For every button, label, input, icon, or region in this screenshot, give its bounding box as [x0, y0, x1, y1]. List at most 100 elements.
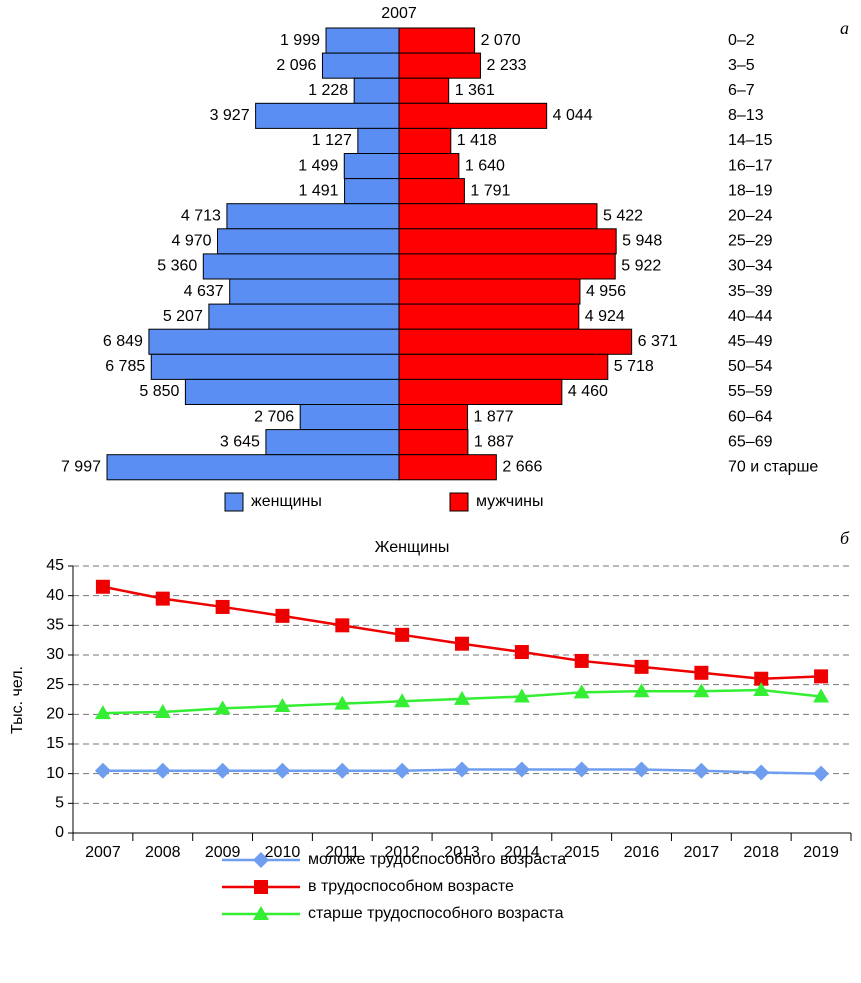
data-point — [754, 671, 769, 686]
data-point — [634, 659, 649, 674]
panel-label: а — [840, 18, 849, 38]
value-label: 2 706 — [254, 408, 294, 425]
value-label: 1 791 — [470, 182, 510, 199]
value-label: 2 070 — [481, 32, 521, 49]
y-tick-label: 40 — [46, 587, 64, 604]
bar — [398, 228, 617, 255]
value-label: 4 044 — [553, 107, 593, 124]
legend-marker — [253, 852, 269, 868]
value-label: 4 637 — [184, 283, 224, 300]
bar — [398, 378, 563, 405]
bar — [398, 429, 469, 456]
data-point — [334, 762, 351, 779]
x-tick-label: 2015 — [564, 844, 600, 861]
y-axis-label: Тыс. чел. — [9, 666, 26, 734]
data-point — [94, 705, 111, 720]
value-label: 4 956 — [586, 283, 626, 300]
bar — [321, 52, 400, 79]
data-point — [335, 618, 350, 633]
age-label: 65–69 — [728, 433, 773, 450]
value-label: 5 360 — [157, 258, 197, 275]
bar — [344, 178, 400, 205]
age-label: 40–44 — [728, 308, 773, 325]
value-label: 1 999 — [280, 32, 320, 49]
bar — [184, 378, 400, 405]
bar — [343, 153, 400, 180]
age-label: 6–7 — [728, 82, 755, 99]
value-label: 4 460 — [568, 383, 608, 400]
y-tick-label: 25 — [46, 676, 64, 693]
age-label: 8–13 — [728, 107, 764, 124]
value-label: 1 361 — [455, 82, 495, 99]
data-point — [274, 762, 291, 779]
age-label: 35–39 — [728, 283, 773, 300]
data-point — [454, 690, 470, 705]
value-label: 5 948 — [622, 233, 662, 250]
value-label: 4 713 — [181, 207, 221, 224]
data-point — [455, 636, 469, 651]
age-label: 45–49 — [728, 333, 773, 350]
data-point — [813, 688, 830, 703]
bar — [398, 328, 633, 355]
bar — [229, 278, 400, 305]
value-label: 6 849 — [103, 333, 143, 350]
data-point — [633, 761, 650, 778]
bar — [398, 353, 609, 380]
bar — [357, 127, 400, 154]
legend-label: мужчины — [476, 493, 544, 510]
x-tick-label: 2016 — [624, 844, 660, 861]
y-tick-label: 45 — [46, 557, 64, 574]
legend-swatch — [449, 492, 469, 512]
bar — [217, 228, 400, 255]
panel-label: б — [840, 528, 850, 548]
legend-label: старше трудоспособного возраста — [308, 905, 564, 922]
data-point — [814, 669, 829, 684]
bar — [398, 178, 465, 205]
age-label: 20–24 — [728, 207, 773, 224]
data-point — [94, 762, 111, 779]
data-point — [513, 761, 530, 778]
bar — [398, 253, 616, 280]
data-point — [274, 698, 291, 713]
bar — [398, 203, 598, 230]
value-label: 6 371 — [638, 333, 678, 350]
data-point — [753, 682, 770, 697]
bar — [398, 52, 482, 79]
series-line — [102, 585, 822, 680]
value-label: 3 645 — [220, 433, 260, 450]
data-point — [693, 683, 710, 698]
value-label: 2 666 — [502, 458, 542, 475]
bar — [255, 102, 400, 129]
bar — [265, 429, 400, 456]
value-label: 1 887 — [474, 433, 514, 450]
value-label: 5 207 — [163, 308, 203, 325]
value-label: 6 785 — [105, 358, 145, 375]
legend-marker — [254, 880, 268, 894]
value-label: 1 228 — [308, 82, 348, 99]
x-tick-label: 2011 — [325, 844, 360, 861]
bar — [398, 404, 469, 431]
bar — [226, 203, 400, 230]
x-tick-label: 2019 — [803, 844, 839, 861]
data-point — [813, 765, 830, 782]
data-point — [514, 645, 529, 660]
y-tick-label: 5 — [55, 795, 64, 812]
x-tick-label: 2013 — [444, 844, 480, 861]
value-label: 1 640 — [465, 157, 505, 174]
value-label: 7 997 — [61, 458, 101, 475]
data-point — [215, 599, 230, 614]
value-label: 5 718 — [614, 358, 654, 375]
data-point — [394, 762, 411, 779]
bar — [398, 278, 581, 305]
legend-swatch — [224, 492, 244, 512]
data-point — [214, 700, 231, 715]
value-label: 1 418 — [457, 132, 497, 149]
value-label: 1 491 — [299, 182, 339, 199]
value-label: 5 850 — [139, 383, 179, 400]
data-point — [275, 608, 290, 623]
data-point — [753, 764, 770, 781]
x-tick-label: 2014 — [504, 844, 540, 861]
x-tick-label: 2007 — [85, 844, 121, 861]
bar — [208, 303, 400, 330]
legend-label: в трудоспособном возрасте — [308, 878, 514, 895]
